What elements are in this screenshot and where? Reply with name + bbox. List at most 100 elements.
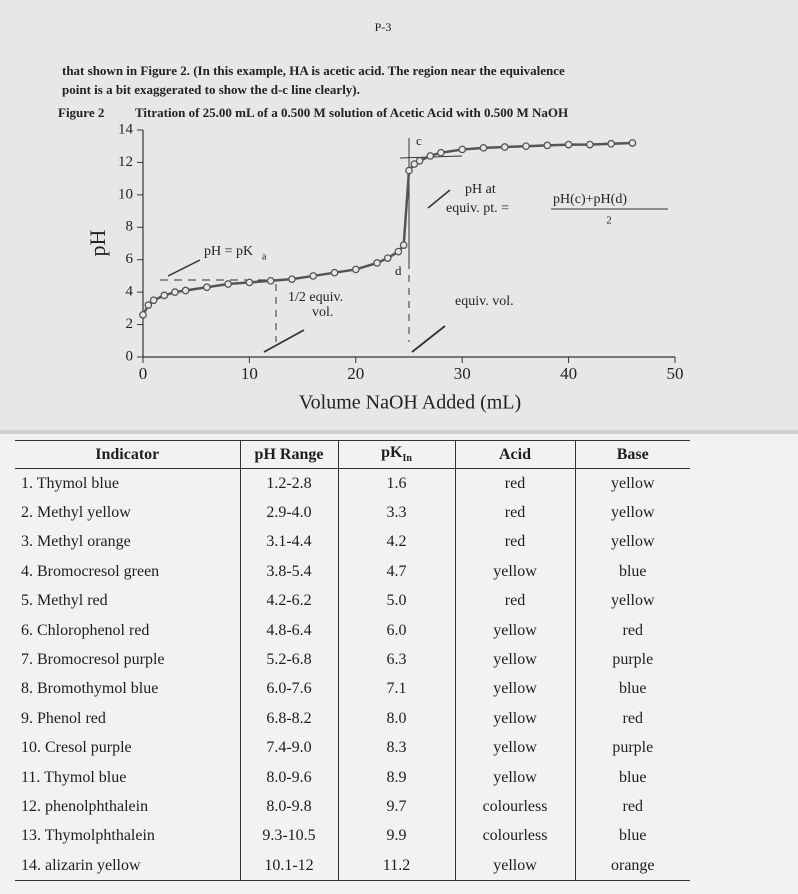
- data-point: [139, 310, 147, 319]
- y-tick-label: 10: [118, 186, 133, 202]
- table-cell: 14. alizarin yellow: [15, 851, 240, 882]
- table-cell: 3.8-5.4: [239, 557, 338, 587]
- table-cell: red: [454, 527, 575, 558]
- data-point: [144, 301, 153, 309]
- annotation: vol.: [312, 305, 333, 320]
- table-cell: yellow: [574, 527, 690, 558]
- table-cell: 10. Cresol purple: [21, 739, 132, 757]
- indicator-table: Indicator pH Range pKIn Acid Base 1. Thymol …: [15, 440, 690, 882]
- header-row: Indicator pH Range pKIn Acid Base: [15, 440, 690, 469]
- table-row: 6. Chlorophenol red 4.8-6.4 6.0 yellow red: [15, 615, 690, 646]
- table-cell: yellow: [454, 733, 575, 763]
- paper: [0, 0, 798, 430]
- x-axis-label: Volume NaOH Added (mL): [299, 392, 521, 414]
- data-point: [437, 148, 445, 157]
- table-cell: 9.7: [337, 792, 455, 822]
- data-point: [202, 283, 211, 292]
- table-cell: 3. Methyl orange: [21, 533, 131, 551]
- data-point: [373, 259, 381, 267]
- table-cell: red: [574, 792, 690, 822]
- y-tick-label: 12: [118, 154, 133, 170]
- header-text: Indicator: [95, 445, 160, 463]
- table-cell: 7.1: [337, 674, 455, 705]
- data-point: [149, 296, 158, 305]
- data-point: [351, 265, 360, 274]
- table-cell: 7.4-9.0: [239, 733, 338, 763]
- table-cell: red: [454, 498, 575, 528]
- annotation: pH at: [465, 182, 496, 197]
- data-point: [181, 286, 190, 295]
- table-row: 7. Bromocresol purple 5.2-6.8 6.3 yellow pur…: [15, 645, 690, 675]
- data-point: [500, 143, 509, 151]
- table-body: 1. Thymol blue 1.2-2.8 1.6 red yellow 2. Meth…: [15, 468, 690, 882]
- table-cell: 5. Methyl red: [21, 592, 108, 610]
- data-point: [266, 276, 275, 285]
- table-cell: yellow: [574, 586, 690, 616]
- data-point: [628, 139, 637, 147]
- table-cell: yellow: [454, 645, 575, 675]
- table-cell: 8.0: [337, 704, 455, 734]
- table-cell: red: [574, 704, 690, 734]
- header-subscript: In: [402, 453, 412, 465]
- y-tick-label: 14: [118, 121, 134, 137]
- table-cell: 4. Bromocresol green: [21, 562, 160, 580]
- data-point: [160, 291, 169, 300]
- table-cell: yellow: [574, 468, 690, 499]
- header-cell: Base: [574, 440, 690, 469]
- data-point: [309, 272, 318, 280]
- table-cell: yellow: [454, 674, 575, 705]
- data-point: [426, 152, 435, 160]
- y-tick-label: 0: [126, 348, 134, 364]
- annotation: 1/2 equiv.: [288, 290, 343, 305]
- table-cell: orange: [574, 851, 690, 882]
- table-cell: blue: [574, 821, 690, 852]
- x-tick-label: 10: [241, 364, 258, 383]
- table-cell: yellow: [454, 704, 575, 734]
- table-cell: 8.0-9.6: [239, 762, 338, 793]
- data-point: [245, 278, 254, 287]
- data-point: [330, 268, 339, 277]
- annotation: pH = pK: [204, 244, 253, 259]
- plot: 0 2 4 6 8 10 12 14 0 10 20 30 40 50: [118, 121, 684, 382]
- annotation: pH(c)+pH(d): [553, 192, 627, 207]
- arrow: [263, 329, 305, 353]
- table-cell: colourless: [454, 821, 575, 852]
- table-cell: colourless: [454, 792, 575, 822]
- table-cell: yellow: [454, 851, 575, 882]
- table-cell: 13. Thymolphthalein: [21, 827, 155, 845]
- y-axis-label: pH: [85, 229, 110, 256]
- figure-label: Figure 2: [58, 105, 104, 120]
- data-point: [383, 254, 392, 262]
- annotation: d: [395, 263, 402, 278]
- table-cell: 1.2-2.8: [239, 468, 338, 499]
- y-tick-label: 8: [126, 219, 134, 235]
- table-cell: 6.8-8.2: [239, 704, 338, 734]
- table-cell: 4.7: [337, 557, 455, 587]
- x-tick-label: 20: [347, 364, 364, 383]
- data-point: [224, 280, 232, 288]
- table-row: 3. Methyl orange 3.1-4.4 4.2 red yellow: [15, 527, 690, 558]
- table-row: 13. Thymolphthalein 9.3-10.5 9.9 colourless…: [15, 821, 690, 852]
- table-row: 1. Thymol blue 1.2-2.8 1.6 red yellow: [15, 468, 690, 499]
- y-tick-label: 2: [126, 316, 134, 332]
- data-point: [543, 141, 552, 150]
- annotation: c: [416, 133, 422, 148]
- data-point: [607, 139, 616, 148]
- table-cell: 9.3-10.5: [239, 821, 338, 852]
- data-point: [522, 142, 530, 151]
- table-cell: yellow: [454, 615, 575, 646]
- table-cell: 2. Methyl yellow: [21, 504, 131, 522]
- page-number: P-3: [375, 20, 392, 34]
- table-cell: 3.1-4.4: [239, 527, 338, 558]
- x-tick-label: 0: [139, 364, 148, 383]
- table-cell: 5.2-6.8: [239, 645, 338, 675]
- table-cell: red: [454, 586, 575, 616]
- table-cell: yellow: [574, 498, 690, 528]
- table-row: 2. Methyl yellow 2.9-4.0 3.3 red yellow: [15, 498, 690, 528]
- table-cell: purple: [574, 645, 690, 675]
- chart-title: Titration of 25.00 mL of a 0.500 M solut…: [135, 105, 568, 120]
- table-row: 14. alizarin yellow 10.1-12 11.2 yellow oran…: [15, 851, 690, 882]
- header-text: pH Range: [254, 445, 324, 463]
- arrow: [167, 259, 201, 277]
